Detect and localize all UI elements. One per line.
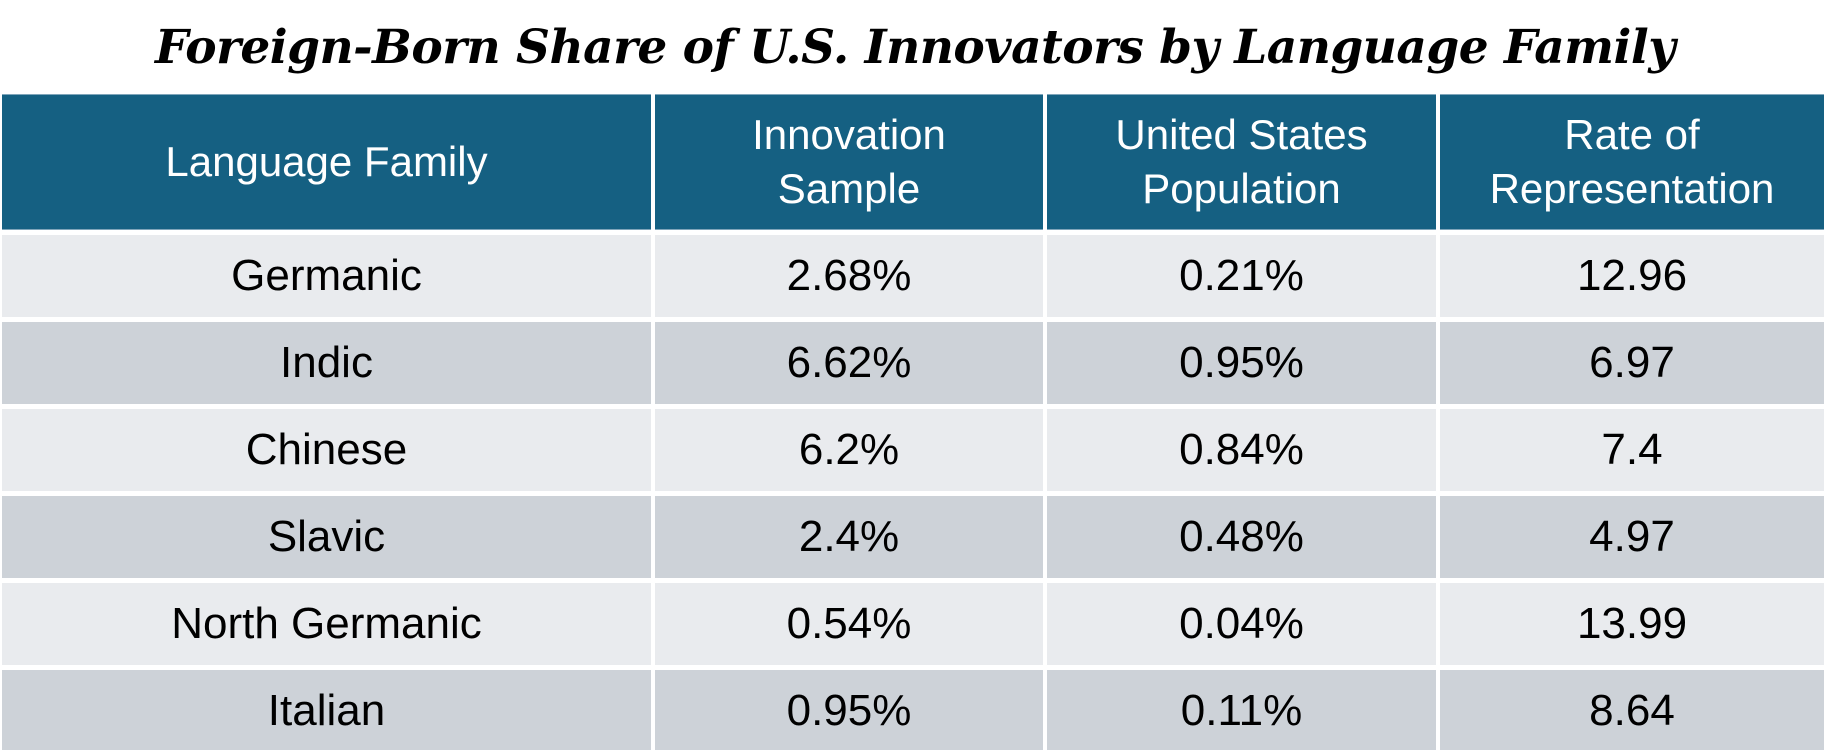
header-cell-us-population: United States Population — [1047, 94, 1436, 230]
table-cell-r3c1: 2.4% — [655, 496, 1043, 578]
table-cell-r5c0: Italian — [2, 670, 651, 750]
table-cell-r2c1: 6.2% — [655, 409, 1043, 491]
title-block: Foreign-Born Share of U.S. Innovators by… — [0, 0, 1830, 94]
table-cell-r4c3: 13.99 — [1440, 583, 1824, 665]
table-cell-r1c1: 6.62% — [655, 322, 1043, 404]
table-cell-r2c3: 7.4 — [1440, 409, 1824, 491]
table-cell-r3c3: 4.97 — [1440, 496, 1824, 578]
table-cell-r3c2: 0.48% — [1047, 496, 1436, 578]
table-cell-r2c2: 0.84% — [1047, 409, 1436, 491]
page-title: Foreign-Born Share of U.S. Innovators by… — [154, 19, 1676, 75]
table-cell-r1c3: 6.97 — [1440, 322, 1824, 404]
data-table: Language Family Innovation Sample United… — [2, 94, 1824, 750]
table-cell-r1c2: 0.95% — [1047, 322, 1436, 404]
table-cell-r5c1: 0.95% — [655, 670, 1043, 750]
table-cell-r4c2: 0.04% — [1047, 583, 1436, 665]
table-cell-r2c0: Chinese — [2, 409, 651, 491]
table-cell-r5c3: 8.64 — [1440, 670, 1824, 750]
table-cell-r4c1: 0.54% — [655, 583, 1043, 665]
header-cell-rate-of-representation: Rate of Representation — [1440, 94, 1824, 230]
table-cell-r0c2: 0.21% — [1047, 235, 1436, 317]
header-cell-language-family: Language Family — [2, 94, 651, 230]
table-cell-r0c3: 12.96 — [1440, 235, 1824, 317]
table-cell-r0c1: 2.68% — [655, 235, 1043, 317]
header-cell-innovation-sample: Innovation Sample — [655, 94, 1043, 230]
table-cell-r1c0: Indic — [2, 322, 651, 404]
table-cell-r5c2: 0.11% — [1047, 670, 1436, 750]
table-cell-r3c0: Slavic — [2, 496, 651, 578]
table-cell-r0c0: Germanic — [2, 235, 651, 317]
table-cell-r4c0: North Germanic — [2, 583, 651, 665]
